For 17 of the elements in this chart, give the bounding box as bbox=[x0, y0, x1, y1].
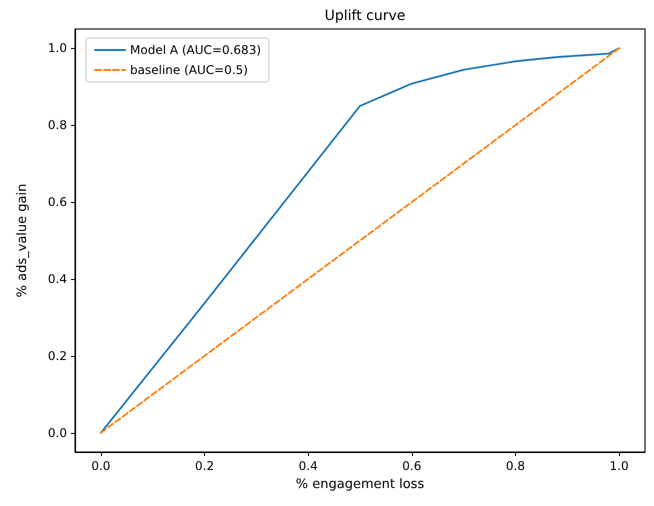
y-tick-label: 0.8 bbox=[48, 118, 67, 132]
x-tick-label: 1.0 bbox=[610, 459, 629, 473]
x-tick-label: 0.4 bbox=[298, 459, 318, 473]
y-tick-label: 0.0 bbox=[48, 426, 67, 440]
chart-title: Uplift curve bbox=[324, 8, 406, 24]
y-tick-label: 0.4 bbox=[48, 272, 67, 286]
x-tick-label: 0.2 bbox=[195, 459, 214, 473]
legend-label: baseline (AUC=0.5) bbox=[130, 63, 248, 77]
y-tick-label: 1.0 bbox=[48, 41, 67, 56]
y-axis-title: % ads_value gain bbox=[15, 184, 30, 298]
x-tick-label: 0.8 bbox=[506, 459, 525, 473]
y-tick-label: 0.2 bbox=[48, 348, 67, 363]
y-tick-label: 0.6 bbox=[48, 195, 67, 210]
x-axis-title: % engagement loss bbox=[296, 477, 424, 492]
x-tick-label: 0.6 bbox=[402, 459, 422, 473]
legend-label: Model A (AUC=0.683) bbox=[130, 43, 262, 57]
x-tick-label: 0.0 bbox=[91, 459, 110, 473]
